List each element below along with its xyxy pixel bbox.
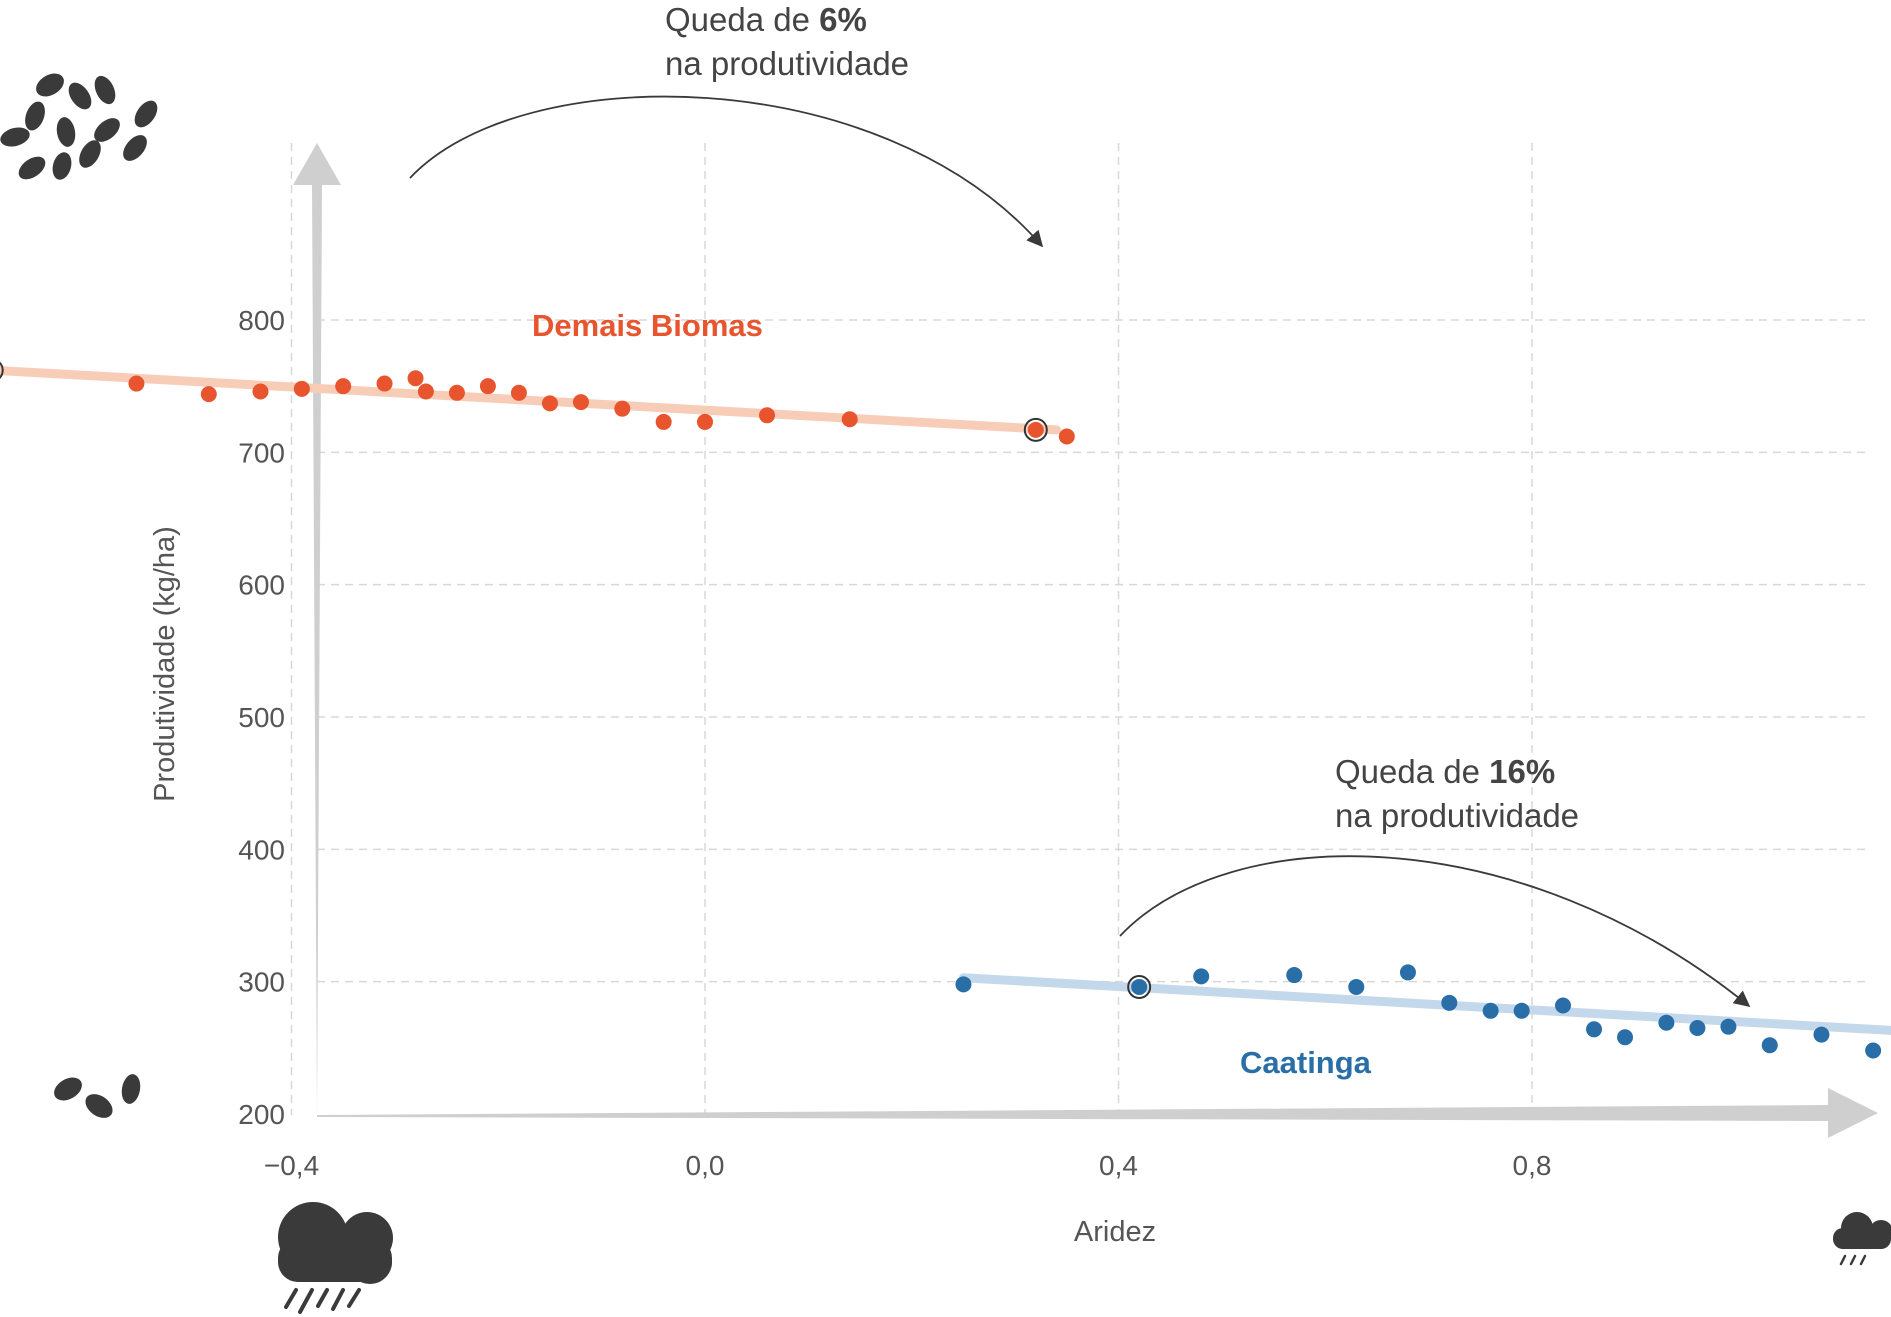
data-point-caatinga <box>1617 1029 1634 1046</box>
data-point-caatinga <box>1689 1019 1706 1036</box>
data-point-demais-biomas <box>614 400 631 417</box>
data-point-demais-biomas <box>417 383 434 400</box>
data-point-caatinga <box>1513 1002 1530 1019</box>
data-point-demais-biomas <box>655 413 672 430</box>
caatinga-drop-annotation-line1: Queda de 16% <box>1335 753 1555 790</box>
highlight-ring-demais-biomas <box>1023 417 1048 442</box>
data-point-caatinga <box>1399 964 1416 981</box>
data-point-demais-biomas <box>407 370 424 387</box>
data-point-demais-biomas <box>697 413 713 430</box>
trend-line-caatinga <box>958 973 1891 1035</box>
data-point-caatinga <box>1482 1002 1499 1019</box>
data-point-caatinga <box>1813 1026 1830 1043</box>
data-point-demais-biomas <box>335 378 352 395</box>
data-points <box>0 361 1882 1059</box>
data-point-caatinga <box>955 976 972 993</box>
y-tick-label: 700 <box>238 437 285 468</box>
y-tick-label: 400 <box>238 834 285 865</box>
data-point-demais-biomas <box>1058 428 1075 445</box>
x-tick-label: 0,8 <box>1513 1150 1552 1181</box>
caatinga-drop-arrow <box>1119 855 1751 1008</box>
data-point-caatinga <box>1720 1018 1737 1035</box>
data-point-caatinga <box>1286 967 1303 984</box>
data-point-caatinga <box>1658 1014 1675 1031</box>
data-point-demais-biomas <box>448 384 465 401</box>
gridlines <box>290 143 1870 1115</box>
data-point-caatinga <box>1193 968 1210 985</box>
x-tick-label: 0,0 <box>686 1150 725 1181</box>
data-point-demais-biomas <box>759 407 776 424</box>
data-point-demais-biomas <box>376 375 393 392</box>
data-point-demais-biomas <box>479 378 496 395</box>
data-point-caatinga <box>1761 1037 1778 1054</box>
caatinga-drop-annotation-line2: na produtividade <box>1335 797 1579 834</box>
y-tick-label: 200 <box>238 1099 285 1130</box>
series-label-demais-biomas: Demais Biomas <box>532 308 763 343</box>
data-point-demais-biomas <box>128 375 145 392</box>
heavy-rain-cloud-icon <box>278 1202 393 1314</box>
y-tick-label: 500 <box>238 702 285 733</box>
data-point-caatinga <box>1348 978 1365 995</box>
highlight-point-demais-biomas <box>1028 422 1043 437</box>
data-point-caatinga <box>1586 1021 1603 1038</box>
trend-lines <box>0 366 1891 1035</box>
demais-drop-annotation-line1: Queda de 6% <box>665 1 867 38</box>
data-point-demais-biomas <box>252 383 269 400</box>
y-axis-arrow <box>293 143 341 1115</box>
series-label-caatinga: Caatinga <box>1240 1045 1372 1080</box>
data-point-caatinga <box>1441 994 1458 1011</box>
x-axis-arrow <box>317 1088 1878 1138</box>
x-tick-label: −0,4 <box>264 1150 319 1181</box>
x-axis-label: Aridez <box>1074 1216 1156 1248</box>
data-point-caatinga <box>1865 1042 1882 1059</box>
data-point-caatinga <box>1555 997 1572 1014</box>
axes <box>293 143 1878 1138</box>
y-tick-label: 300 <box>238 967 285 998</box>
highlight-ring-demais-biomas <box>0 361 4 379</box>
data-point-demais-biomas <box>293 380 310 397</box>
data-point-demais-biomas <box>510 384 527 401</box>
demais-drop-annotation-line2: na produtividade <box>665 45 909 82</box>
highlight-point-caatinga <box>1132 979 1147 994</box>
few-beans-icon <box>54 1074 141 1118</box>
data-point-demais-biomas <box>572 394 589 411</box>
y-tick-labels: 200 300 400 500 600 700 800 <box>238 305 285 1130</box>
light-rain-cloud-icon <box>1833 1212 1891 1266</box>
y-axis-label: Produtividade (kg/ha) <box>149 526 181 802</box>
x-tick-label: 0,4 <box>1099 1150 1138 1181</box>
data-point-demais-biomas <box>841 411 858 428</box>
trend-line-demais-biomas <box>0 366 1061 435</box>
x-tick-labels: −0,8−0,40,00,40,81,21,6 <box>264 1150 1552 1181</box>
y-tick-label: 600 <box>238 570 285 601</box>
data-point-demais-biomas <box>541 395 558 412</box>
highlight-ring-caatinga <box>1127 974 1152 999</box>
many-beans-icon <box>0 73 158 180</box>
y-tick-label: 800 <box>238 305 285 336</box>
demais-drop-arrow <box>409 95 1044 248</box>
data-point-demais-biomas <box>200 386 217 403</box>
